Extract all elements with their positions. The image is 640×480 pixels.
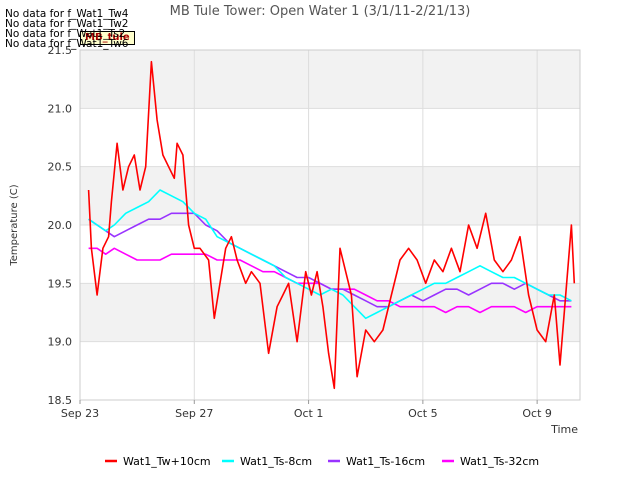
x-tick-label: Oct 9 bbox=[522, 407, 552, 420]
y-tick-label: 19.5 bbox=[48, 277, 73, 290]
x-axis-label: Time bbox=[550, 423, 578, 436]
y-tick-label: 21.5 bbox=[48, 44, 73, 57]
site-annotation-tag: MB_tule bbox=[80, 31, 135, 45]
legend: Wat1_Tw+10cm Wat1_Ts-8cm Wat1_Ts-16cm Wat1_… bbox=[105, 455, 539, 468]
x-tick-label: Sep 27 bbox=[175, 407, 213, 420]
grid-band bbox=[80, 166, 580, 225]
grid-band bbox=[80, 50, 580, 109]
series-line-wat1-ts-16cm bbox=[88, 212, 572, 308]
no-data-note: No data for f_Wat1_Tw2 bbox=[5, 18, 129, 30]
y-tick-label: 19.0 bbox=[48, 336, 73, 349]
grid-band bbox=[80, 225, 580, 284]
x-tick-label: Oct 5 bbox=[408, 407, 438, 420]
legend-label: Wat1_Ts-8cm bbox=[240, 455, 312, 468]
y-tick-label: 20.5 bbox=[48, 161, 73, 174]
x-tick-label: Oct 1 bbox=[294, 407, 324, 420]
grid-band bbox=[80, 341, 580, 400]
legend-label: Wat1_Ts-16cm bbox=[346, 455, 425, 468]
grid-band bbox=[80, 108, 580, 167]
plot-frame bbox=[79, 49, 581, 401]
legend-label: Wat1_Tw+10cm bbox=[123, 455, 211, 468]
x-tick-label: Sep 23 bbox=[61, 407, 99, 420]
no-data-note: No data for f_Wat1_Tw6 bbox=[5, 38, 129, 50]
chart-title: MB Tule Tower: Open Water 1 (3/1/11-2/21… bbox=[170, 4, 471, 19]
series-line-wat1-ts-8cm bbox=[88, 189, 572, 320]
grid-band bbox=[80, 283, 580, 342]
series-line-wat1-tw-10cm bbox=[87, 60, 576, 390]
y-tick-label: 21.0 bbox=[48, 102, 73, 115]
y-tick-label: 18.5 bbox=[48, 394, 73, 407]
x-axis-ticks: Sep 23 Sep 27 Oct 1 Oct 5 Oct 9 bbox=[61, 400, 552, 420]
y-axis-ticks: 18.5 19.0 19.5 20.0 20.5 21.0 21.5 bbox=[48, 44, 73, 407]
y-tick-label: 20.0 bbox=[48, 219, 73, 232]
no-data-note: No data for f_Wat1_Ts2 bbox=[5, 28, 126, 40]
legend-label: Wat1_Ts-32cm bbox=[460, 455, 539, 468]
y-axis-label: Temperature (C) bbox=[9, 184, 20, 266]
no-data-note: No data for f_Wat1_Tw4 bbox=[5, 8, 129, 20]
series-layer bbox=[87, 60, 576, 390]
